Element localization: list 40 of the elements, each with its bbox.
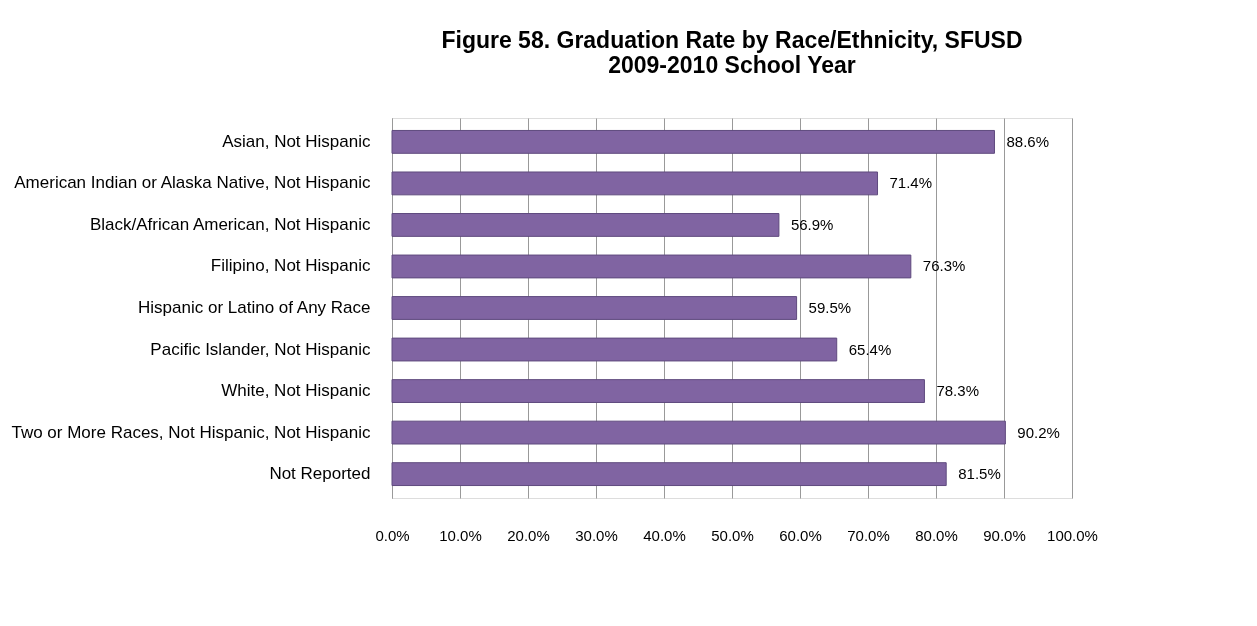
x-tick-label: 20.0%	[507, 526, 550, 544]
text: Figure 58. Graduation Rate by Race/Ethnicity, SFUSD	[441, 27, 1023, 53]
y-tick-label: Not Reported	[269, 464, 371, 484]
data-label: 56.9%	[790, 215, 834, 233]
data-label: 90.2%	[1017, 423, 1060, 441]
x-tick-label: 50.0%	[711, 526, 754, 544]
bar	[391, 213, 780, 237]
x-tick-label: 100.0%	[1047, 526, 1098, 544]
bar	[391, 379, 925, 403]
y-tick-label: Two or More Races, Not Hispanic, Not Hispanic	[11, 422, 371, 442]
x-tick-label: 10.0%	[439, 526, 482, 544]
x-tick-label: 0.0%	[375, 526, 410, 544]
bar	[391, 296, 798, 320]
data-label: 78.3%	[936, 382, 979, 400]
y-tick-label: American Indian or Alaska Native, Not Hispanic	[14, 173, 371, 193]
y-tick-label: Asian, Not Hispanic	[222, 131, 371, 151]
bar	[391, 337, 838, 362]
bar	[391, 171, 879, 196]
data-label: 76.3%	[922, 257, 966, 275]
data-label: 81.5%	[958, 465, 1001, 483]
bar	[391, 420, 1006, 445]
y-tick-label: White, Not Hispanic	[221, 381, 371, 401]
bar	[391, 254, 912, 279]
x-tick-label: 70.0%	[847, 526, 890, 544]
y-tick-label: Hispanic or Latino of Any Race	[138, 298, 371, 317]
y-tick-label: Black/African American, Not Hispanic	[89, 214, 371, 234]
data-label: 88.6%	[1006, 132, 1050, 150]
x-tick-label: 60.0%	[779, 526, 822, 544]
y-tick-label: Filipino, Not Hispanic	[210, 256, 371, 276]
text: 2009-2010 School Year	[608, 52, 856, 78]
x-tick-label: 90.0%	[983, 526, 1026, 544]
y-tick-label: Pacific Islander, Not Hispanic	[150, 339, 371, 359]
data-label: 65.4%	[848, 340, 892, 358]
bar	[391, 462, 947, 487]
bar	[391, 129, 995, 154]
data-label: 71.4%	[889, 174, 933, 192]
x-tick-label: 80.0%	[915, 526, 958, 544]
x-tick-label: 30.0%	[575, 526, 618, 544]
data-label: 59.5%	[808, 299, 852, 316]
x-tick-label: 40.0%	[643, 526, 686, 544]
